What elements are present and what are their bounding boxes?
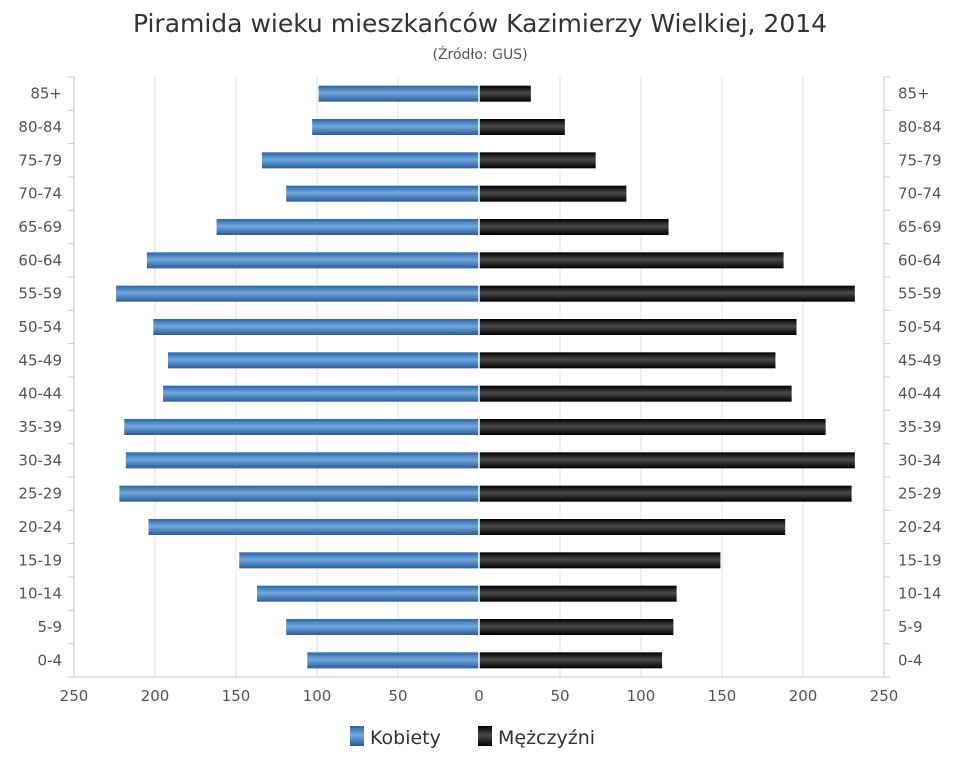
y-tick-label-right: 75-79 xyxy=(898,151,942,169)
y-tick-label-right: 85+ xyxy=(898,85,930,103)
bar-kobiety[interactable] xyxy=(286,619,479,635)
bar-mezczyzni[interactable] xyxy=(479,219,669,235)
chart-title: Piramida wieku mieszkańców Kazimierzy Wi… xyxy=(133,9,827,38)
bar-mezczyzni[interactable] xyxy=(479,85,531,102)
bar-mezczyzni[interactable] xyxy=(479,519,786,535)
bar-kobiety[interactable] xyxy=(119,485,480,502)
y-tick-label-left: 85+ xyxy=(30,85,62,103)
y-tick-label-left: 40-44 xyxy=(18,385,62,403)
bar-kobiety[interactable] xyxy=(153,319,479,335)
bar-mezczyzni[interactable] xyxy=(479,452,855,469)
bar-mezczyzni[interactable] xyxy=(479,585,677,602)
y-tick-label-right: 0-4 xyxy=(898,651,923,669)
y-tick-label-left: 30-34 xyxy=(18,451,62,469)
legend-label: Kobiety xyxy=(370,727,441,749)
bar-kobiety[interactable] xyxy=(239,552,479,569)
legend-item-kobiety[interactable]: Kobiety xyxy=(350,726,441,749)
y-tick-label-right: 55-59 xyxy=(898,285,942,303)
legend[interactable]: Kobiety Mężczyźni xyxy=(350,726,595,749)
bar-mezczyzni[interactable] xyxy=(479,419,826,435)
bar-mezczyzni[interactable] xyxy=(479,185,627,202)
bar-mezczyzni[interactable] xyxy=(479,552,721,569)
bar-mezczyzni[interactable] xyxy=(479,619,674,635)
y-tick-label-left: 15-19 xyxy=(18,551,62,569)
bar-kobiety[interactable] xyxy=(146,252,479,269)
y-tick-label-left: 45-49 xyxy=(18,351,62,369)
legend-swatch xyxy=(350,726,364,746)
x-tick-label: 50 xyxy=(388,687,407,705)
bar-kobiety[interactable] xyxy=(116,285,480,302)
bar-kobiety[interactable] xyxy=(148,519,479,535)
y-tick-label-left: 75-79 xyxy=(18,151,62,169)
y-tick-label-right: 45-49 xyxy=(898,351,942,369)
bar-mezczyzni[interactable] xyxy=(479,285,855,302)
y-tick-label-left: 55-59 xyxy=(18,285,62,303)
y-tick-label-right: 50-54 xyxy=(898,318,942,336)
x-tick-label: 200 xyxy=(141,687,170,705)
legend-swatch xyxy=(478,726,492,746)
y-tick-label-right: 5-9 xyxy=(898,618,923,636)
y-tick-label-left: 0-4 xyxy=(38,651,63,669)
bar-kobiety[interactable] xyxy=(312,119,479,135)
bar-mezczyzni[interactable] xyxy=(479,352,776,369)
x-tick-label: 250 xyxy=(870,687,899,705)
bar-kobiety[interactable] xyxy=(286,185,479,202)
y-tick-label-right: 25-29 xyxy=(898,485,942,503)
y-tick-label-right: 60-64 xyxy=(898,251,942,269)
chart-subtitle: (Źródło: GUS) xyxy=(432,45,527,63)
x-tick-label: 50 xyxy=(550,687,569,705)
y-tick-label-left: 10-14 xyxy=(18,585,62,603)
y-tick-label-right: 80-84 xyxy=(898,118,942,136)
bar-kobiety[interactable] xyxy=(124,419,479,435)
bar-mezczyzni[interactable] xyxy=(479,252,784,269)
y-tick-label-left: 5-9 xyxy=(38,618,63,636)
bar-kobiety[interactable] xyxy=(216,219,479,235)
y-tick-label-right: 70-74 xyxy=(898,185,942,203)
y-tick-label-left: 35-39 xyxy=(18,418,62,436)
x-tick-label: 150 xyxy=(222,687,251,705)
y-tick-label-right: 40-44 xyxy=(898,385,942,403)
y-tick-label-left: 25-29 xyxy=(18,485,62,503)
bar-mezczyzni[interactable] xyxy=(479,385,792,402)
bar-kobiety[interactable] xyxy=(307,652,479,669)
y-tick-label-left: 65-69 xyxy=(18,218,62,236)
y-tick-label-left: 50-54 xyxy=(18,318,62,336)
axis-layer: 250 200 150 100 50 0 50 100 150 200 250 85+ 85+ 80-84… xyxy=(18,76,942,705)
x-tick-label: 100 xyxy=(627,687,656,705)
y-tick-label-left: 20-24 xyxy=(18,518,62,536)
y-tick-label-right: 15-19 xyxy=(898,551,942,569)
x-tick-label: 250 xyxy=(60,687,89,705)
bar-kobiety[interactable] xyxy=(261,152,479,169)
grid-layer xyxy=(154,77,804,677)
legend-item-mezczyzni[interactable]: Mężczyźni xyxy=(478,726,595,749)
y-tick-label-right: 20-24 xyxy=(898,518,942,536)
y-tick-label-left: 70-74 xyxy=(18,185,62,203)
bar-mezczyzni[interactable] xyxy=(479,152,596,169)
bars-layer xyxy=(116,77,855,677)
y-tick-label-left: 80-84 xyxy=(18,118,62,136)
y-tick-label-right: 65-69 xyxy=(898,218,942,236)
y-tick-label-left: 60-64 xyxy=(18,251,62,269)
y-tick-label-right: 10-14 xyxy=(898,585,942,603)
legend-label: Mężczyźni xyxy=(498,727,595,749)
bar-mezczyzni[interactable] xyxy=(479,119,565,135)
bar-mezczyzni[interactable] xyxy=(479,319,797,335)
bar-kobiety[interactable] xyxy=(163,385,479,402)
x-tick-label: 200 xyxy=(789,687,818,705)
bar-kobiety[interactable] xyxy=(125,452,479,469)
y-tick-label-right: 30-34 xyxy=(898,451,942,469)
x-tick-label: 0 xyxy=(474,687,484,705)
x-tick-label: 100 xyxy=(303,687,332,705)
bar-kobiety[interactable] xyxy=(318,85,479,102)
bar-mezczyzni[interactable] xyxy=(479,652,663,669)
bar-kobiety[interactable] xyxy=(167,352,479,369)
x-tick-label: 150 xyxy=(708,687,737,705)
bar-mezczyzni[interactable] xyxy=(479,485,852,502)
y-tick-label-right: 35-39 xyxy=(898,418,942,436)
bar-kobiety[interactable] xyxy=(257,585,479,602)
